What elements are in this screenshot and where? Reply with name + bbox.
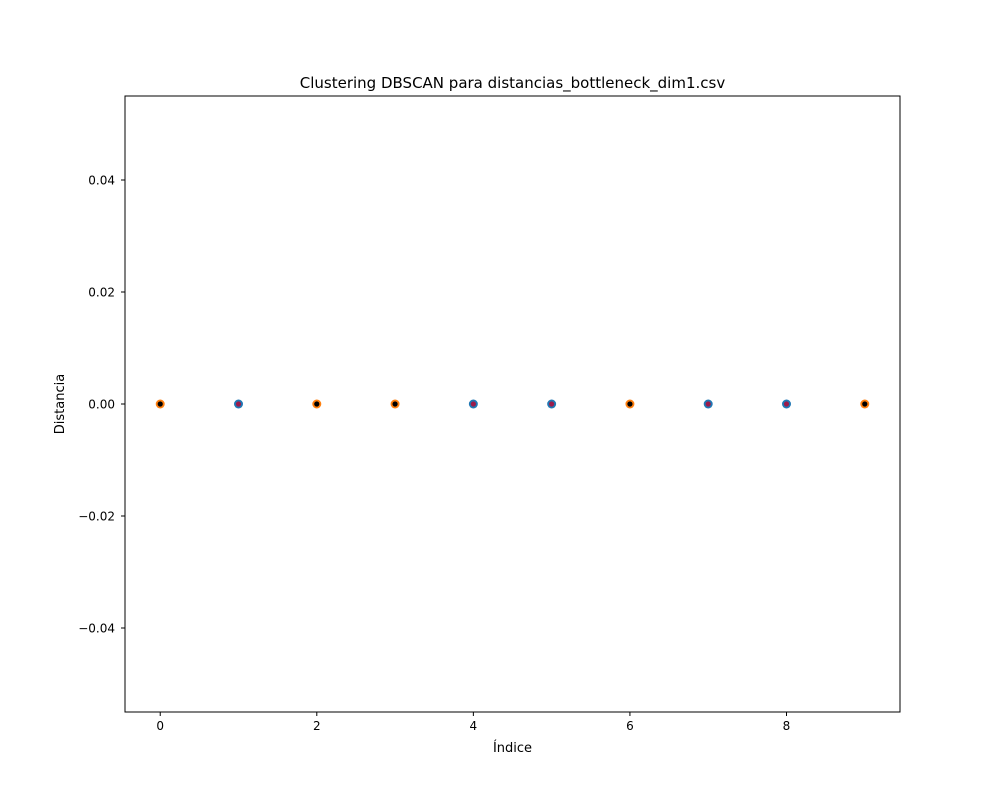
data-point-center — [314, 401, 320, 407]
data-point-center — [862, 401, 868, 407]
x-tick-label: 8 — [783, 719, 791, 733]
data-point-center — [783, 401, 790, 407]
y-tick-label: 0.04 — [88, 174, 115, 188]
data-point-center — [157, 401, 163, 407]
x-tick-label: 2 — [313, 719, 321, 733]
data-point-center — [705, 401, 711, 407]
data-point-center — [235, 401, 242, 407]
data-point-center — [392, 401, 398, 407]
y-tick-label: −0.02 — [78, 510, 115, 524]
data-point-center — [549, 401, 555, 407]
x-tick-label: 6 — [626, 719, 634, 733]
data-point-center — [627, 401, 633, 407]
y-tick-label: 0.00 — [88, 398, 115, 412]
plot-frame — [124, 95, 901, 713]
y-tick-label: 0.02 — [88, 286, 115, 300]
x-tick-label: 4 — [470, 719, 478, 733]
y-tick-label: −0.04 — [78, 622, 115, 636]
chart-title: Clustering DBSCAN para distancias_bottle… — [300, 74, 726, 93]
x-tick-label: 0 — [156, 719, 164, 733]
x-axis-ticks: 0 2 4 6 8 — [156, 712, 790, 733]
x-axis-label: Índice — [493, 740, 532, 756]
data-point-center — [470, 401, 476, 407]
y-axis-ticks: −0.04 −0.02 0.00 0.02 0.04 — [78, 174, 125, 636]
y-axis-label: Distancia — [53, 374, 68, 434]
data-points — [155, 399, 870, 409]
